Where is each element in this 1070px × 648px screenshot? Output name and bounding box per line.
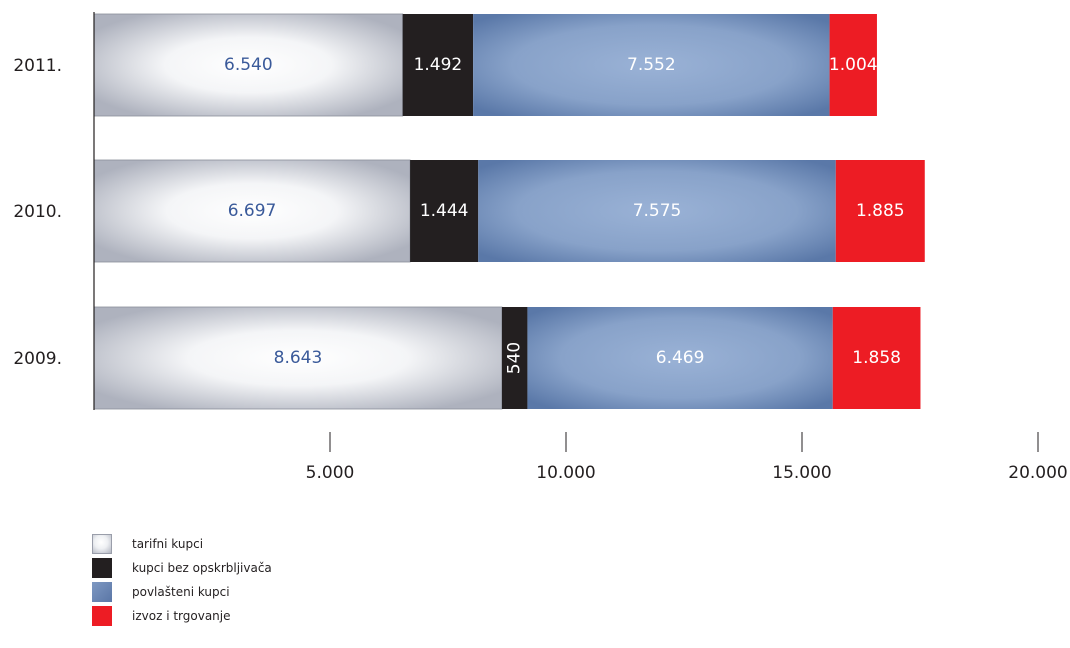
legend-item-kupci-bez-opskrbljivaca: kupci bez opskrbljivača	[92, 556, 272, 580]
data-label-kupci-bez-opskrbljivaca-2011: 1.492	[414, 55, 463, 75]
bar-povlasteni-kupci-2011	[473, 14, 830, 116]
bar-povlasteni-kupci-2009	[527, 307, 833, 409]
data-label-kupci-bez-opskrbljivaca-2009: 540	[505, 342, 525, 374]
legend-swatch	[92, 534, 112, 554]
y-tick-label: 2011.	[13, 56, 62, 76]
data-label-izvoz-i-trgovanje-2009: 1.858	[852, 348, 901, 368]
legend-item-povlasteni-kupci: povlašteni kupci	[92, 580, 272, 604]
bar-kupci-bez-opskrbljivaca-2009	[501, 307, 528, 409]
y-tick-label: 2009.	[13, 349, 62, 369]
bar-tarifni-kupci-2011	[93, 13, 404, 117]
x-tick-label: 5.000	[306, 463, 355, 483]
bar-izvoz-i-trgovanje-2010	[835, 160, 925, 262]
data-label-izvoz-i-trgovanje-2010: 1.885	[856, 201, 905, 221]
bar-kupci-bez-opskrbljivaca-2010	[410, 160, 479, 262]
x-tick-label: 20.000	[1008, 463, 1067, 483]
bars-group: 6.540 1.492 7.552 1.004 6.697 1.444 7.575 1.885…	[93, 13, 925, 410]
data-label-tarifni-kupci-2011: 6.540	[224, 55, 273, 75]
data-label-povlasteni-kupci-2009: 6.469	[656, 348, 705, 368]
legend-swatch	[92, 582, 112, 602]
bar-izvoz-i-trgovanje-2009	[832, 307, 921, 409]
legend-swatch	[92, 606, 112, 626]
legend-label: kupci bez opskrbljivača	[132, 561, 272, 575]
legend-label: tarifni kupci	[132, 537, 204, 551]
axis-group: 2011. 2010. 2009. 5.000 10.000 15.000 20.000	[13, 12, 1068, 483]
legend: tarifni kupci kupci bez opskrbljivača povl…	[92, 532, 272, 628]
y-tick-label: 2010.	[13, 202, 62, 222]
data-label-povlasteni-kupci-2011: 7.552	[627, 55, 676, 75]
legend-swatch	[92, 558, 112, 578]
bar-izvoz-i-trgovanje-2011	[829, 14, 877, 116]
data-label-povlasteni-kupci-2010: 7.575	[633, 201, 682, 221]
legend-item-izvoz-i-trgovanje: izvoz i trgovanje	[92, 604, 272, 628]
bar-povlasteni-kupci-2010	[478, 160, 836, 262]
bar-tarifni-kupci-2009	[93, 306, 503, 410]
legend-label: izvoz i trgovanje	[132, 609, 231, 623]
data-label-tarifni-kupci-2010: 6.697	[228, 201, 277, 221]
data-label-kupci-bez-opskrbljivaca-2010: 1.444	[420, 201, 469, 221]
legend-label: povlašteni kupci	[132, 585, 230, 599]
legend-item-tarifni-kupci: tarifni kupci	[92, 532, 272, 556]
bar-tarifni-kupci-2010	[93, 159, 411, 263]
data-label-tarifni-kupci-2009: 8.643	[274, 348, 323, 368]
x-tick-label: 10.000	[536, 463, 595, 483]
bar-kupci-bez-opskrbljivaca-2011	[402, 14, 474, 116]
data-label-izvoz-i-trgovanje-2011: 1.004	[829, 55, 878, 75]
x-tick-label: 15.000	[772, 463, 831, 483]
